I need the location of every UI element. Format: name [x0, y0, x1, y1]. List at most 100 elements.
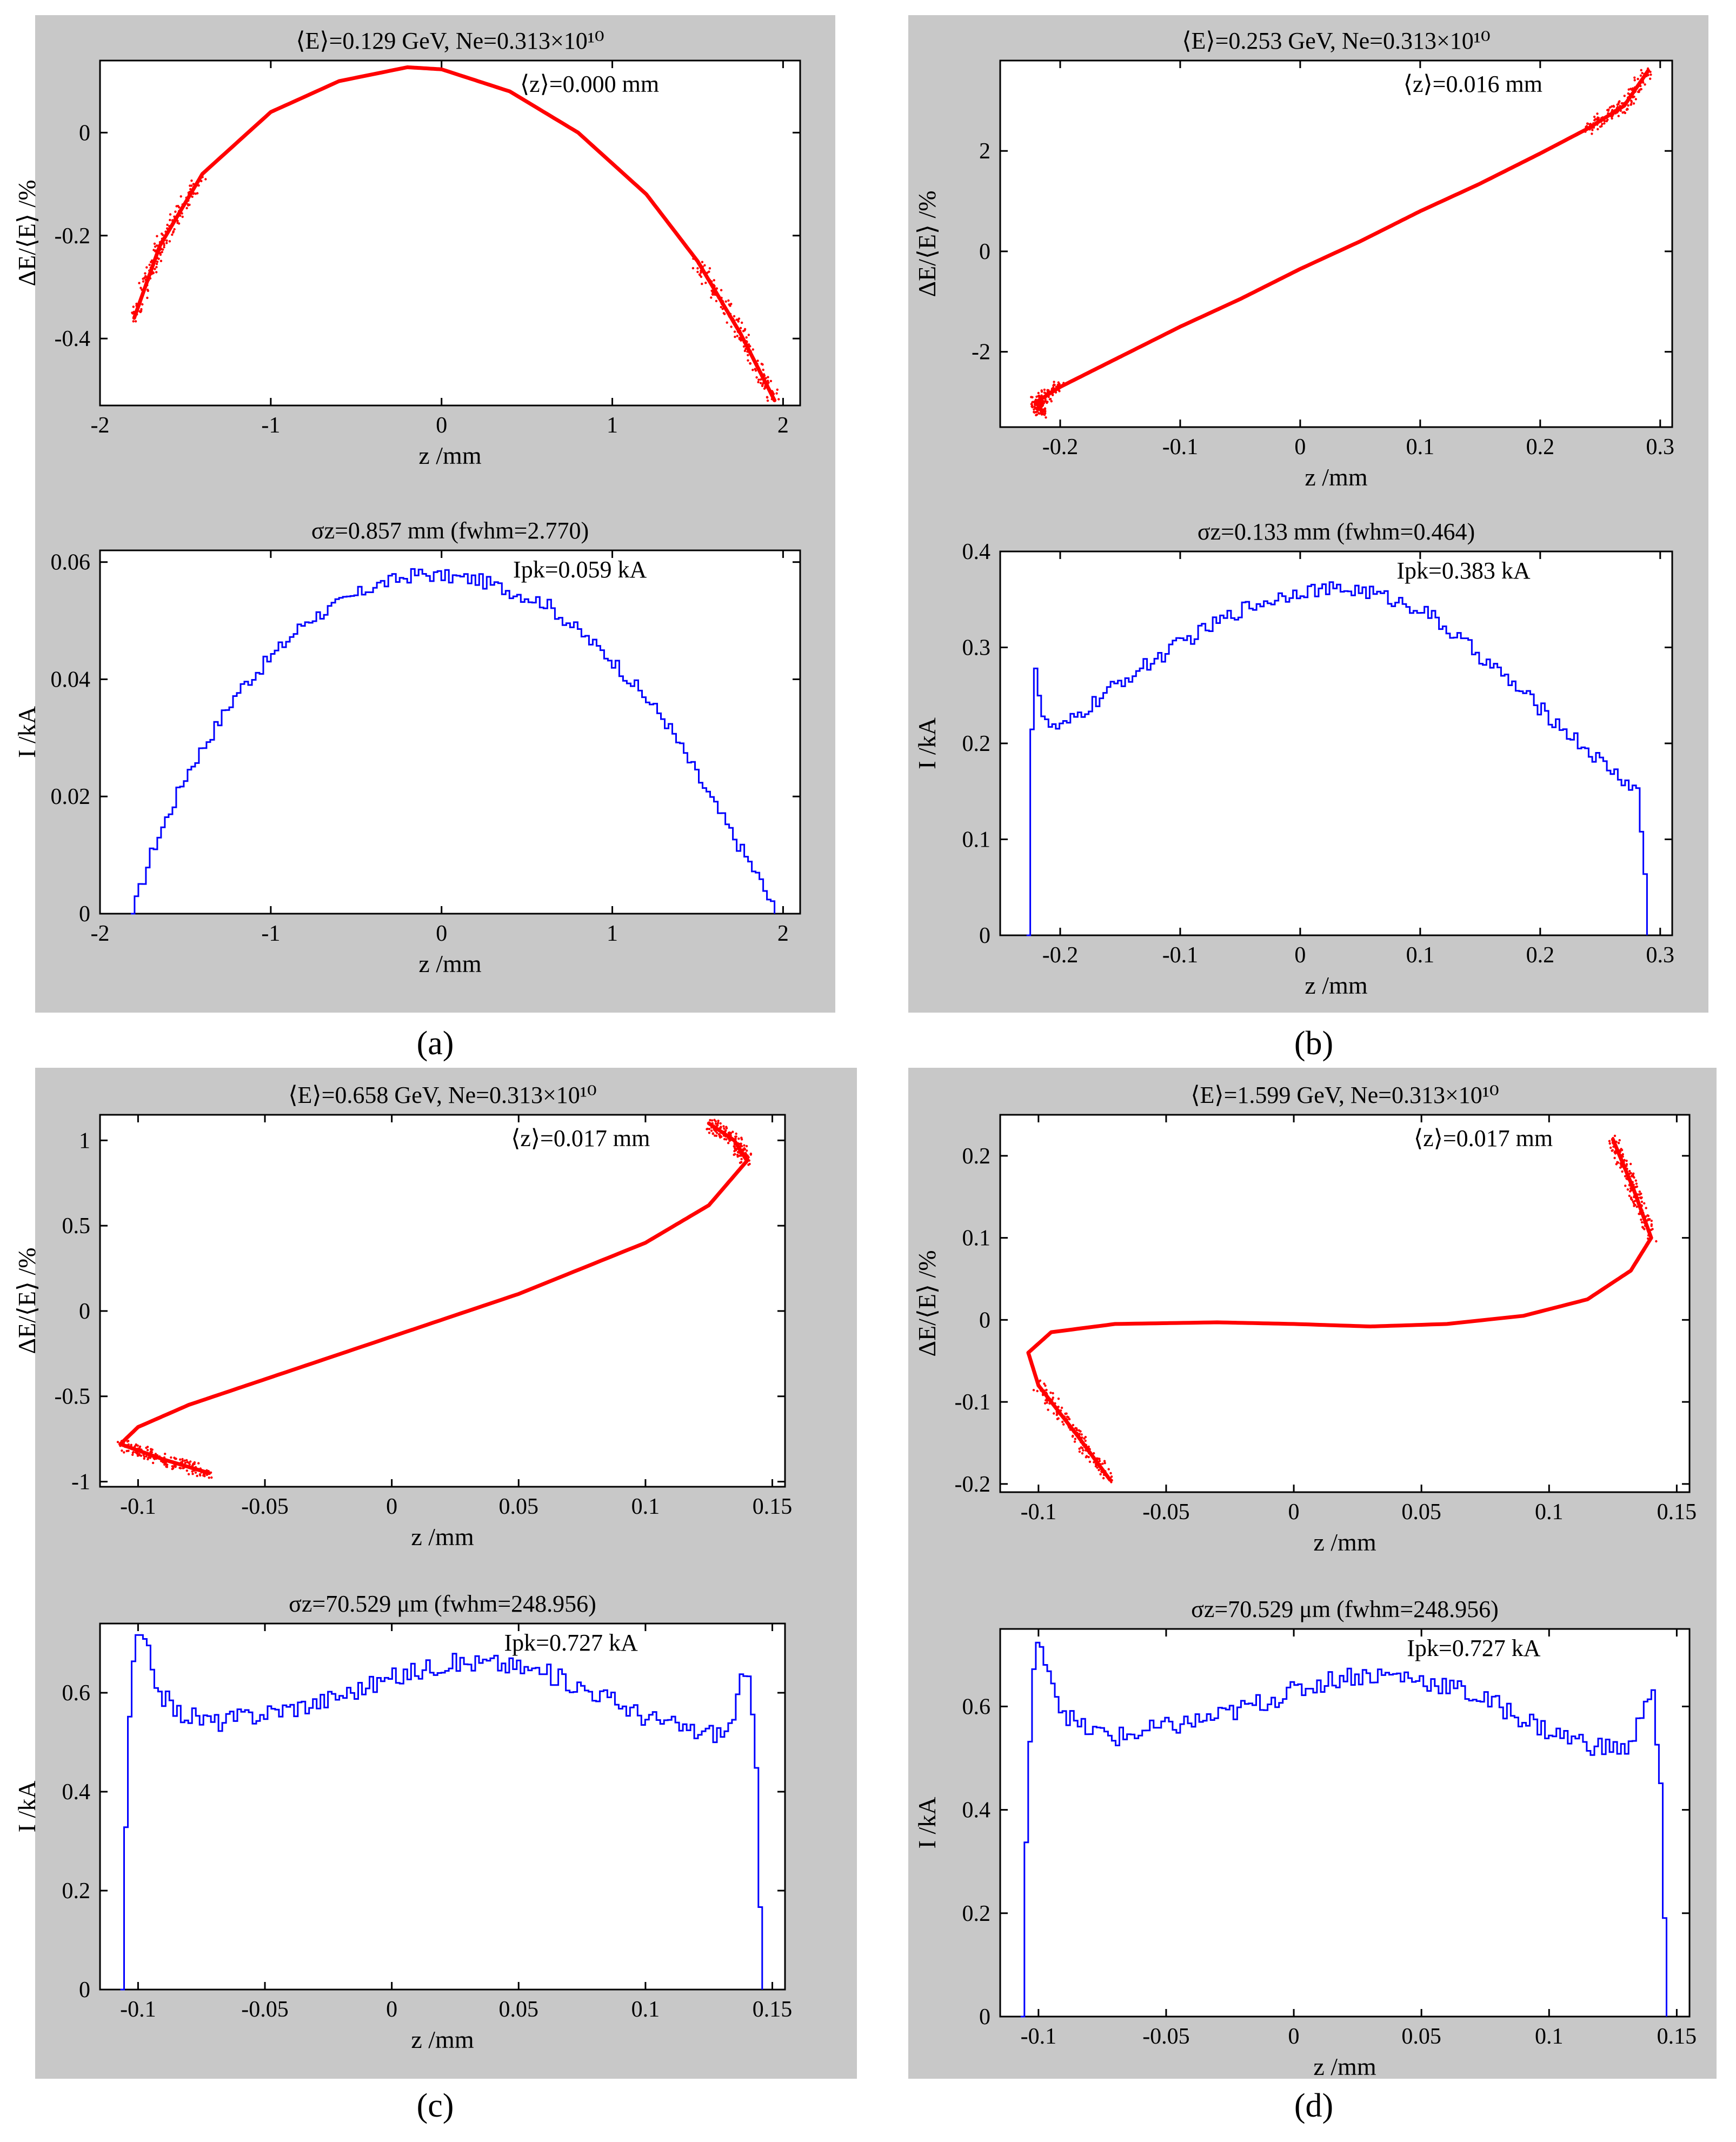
- phase-particle: [164, 1453, 167, 1455]
- phase-c-ytick-label: -0.5: [55, 1385, 91, 1409]
- phase-particle: [709, 1119, 711, 1122]
- phase-particle: [1060, 1406, 1063, 1409]
- phase-particle: [711, 293, 714, 296]
- phase-d-axes-frame: [999, 1114, 1691, 1493]
- phase-particle: [1620, 1164, 1622, 1167]
- phase-particle: [736, 330, 740, 333]
- phase-particle: [1606, 109, 1609, 111]
- phase-particle: [746, 350, 749, 353]
- phase-particle: [1592, 126, 1595, 129]
- phase-particle: [137, 1449, 140, 1452]
- phase-a-xtick-label: -1: [261, 413, 280, 438]
- phase-d-xtick-label: 0: [1288, 1500, 1300, 1525]
- phase-particle: [1639, 1193, 1641, 1196]
- phase-particle: [192, 192, 195, 195]
- phase-c-ytick-label: -1: [71, 1470, 90, 1495]
- phase-d-ytick-label: -0.2: [955, 1472, 991, 1497]
- phase-particle: [177, 204, 179, 208]
- phase-particle: [1597, 119, 1600, 122]
- phase-particle: [1031, 405, 1034, 409]
- phase-particle: [763, 387, 766, 390]
- phase-particle: [727, 1133, 730, 1136]
- phase-particle: [1087, 1455, 1090, 1459]
- phase-particle: [188, 190, 191, 194]
- phase-particle: [165, 242, 168, 244]
- caption-d: (d): [1294, 2087, 1333, 2124]
- phase-particle: [1045, 396, 1047, 399]
- phase-particle: [1041, 408, 1045, 411]
- current-d-histogram: [1020, 1641, 1667, 2018]
- phase-particle: [141, 288, 143, 291]
- phase-particle: [751, 358, 754, 361]
- phase-b-xtick-label: 0: [1294, 435, 1306, 460]
- phase-c-xtick-label: -0.1: [120, 1494, 156, 1519]
- phase-particle: [136, 313, 138, 316]
- phase-c-particle-band: [118, 1121, 749, 1475]
- phase-particle: [1062, 1423, 1065, 1426]
- phase-particle: [191, 1470, 194, 1473]
- phase-particle: [1650, 1219, 1653, 1222]
- phase-particle: [739, 329, 742, 332]
- phase-c-xtick-label: 0.15: [753, 1494, 793, 1519]
- phase-particle: [1085, 1446, 1087, 1448]
- current-d-xtick-label: -0.1: [1021, 2024, 1057, 2049]
- phase-particle: [188, 1463, 191, 1466]
- phase-particle: [139, 287, 142, 289]
- phase-particle: [1618, 1155, 1621, 1158]
- phase-particle: [1619, 105, 1622, 108]
- phase-particle: [717, 1133, 721, 1136]
- phase-plot-b: -0.2 -0.1 0 0.1 0.2 0.3 -2 0 2 ⟨E⟩=0.253 GeV, Ne=…: [913, 28, 1674, 491]
- phase-particle: [760, 362, 763, 365]
- phase-particle: [1625, 1159, 1628, 1162]
- phase-d-xtick-label: 0.15: [1657, 1500, 1697, 1525]
- phase-particle: [713, 1129, 716, 1132]
- phase-particle: [146, 284, 149, 287]
- phase-d-xtick-label: -0.05: [1142, 1500, 1190, 1525]
- caption-a: (a): [417, 1025, 454, 1062]
- phase-particle: [1633, 1196, 1635, 1199]
- phase-particle: [757, 381, 760, 383]
- phase-particle: [706, 1127, 709, 1130]
- phase-particle: [1584, 130, 1587, 133]
- phase-particle: [1043, 408, 1047, 410]
- phase-particle: [1047, 1408, 1049, 1411]
- phase-particle: [698, 273, 701, 276]
- panel-b: -0.2 -0.1 0 0.1 0.2 0.3 -2 0 2 ⟨E⟩=0.253 GeV, Ne=…: [908, 15, 1708, 1013]
- phase-particle: [696, 267, 699, 270]
- phase-particle: [740, 1142, 742, 1145]
- phase-particle: [734, 1153, 736, 1156]
- phase-particle: [719, 1127, 722, 1129]
- phase-particle: [154, 1453, 157, 1455]
- phase-plot-c: -0.1 -0.05 0 0.05 0.1 0.15 -1 -0.5 0 0.5 1 ⟨E⟩=0.65…: [13, 1082, 792, 1551]
- current-a-peak-current: Ipk=0.059 kA: [513, 556, 647, 583]
- phase-particle: [1646, 67, 1649, 70]
- phase-particle: [135, 1448, 138, 1451]
- phase-particle: [1067, 1425, 1070, 1427]
- phase-particle: [155, 271, 158, 274]
- phase-particle: [724, 300, 727, 303]
- phase-particle: [136, 1454, 139, 1457]
- phase-a-particles: [131, 175, 780, 402]
- phase-particle: [1099, 1463, 1102, 1466]
- phase-particle: [733, 330, 736, 333]
- current-c-title: σz=70.529 μm (fwhm=248.956): [289, 1591, 596, 1617]
- phase-particle: [1609, 1146, 1612, 1149]
- phase-particle: [1641, 79, 1644, 82]
- phase-particle: [143, 1455, 146, 1458]
- phase-particle: [1627, 97, 1629, 100]
- phase-particle: [1087, 1447, 1090, 1450]
- phase-particle: [122, 1444, 124, 1447]
- current-b-xtick-label: 0.2: [1526, 943, 1555, 968]
- phase-particle: [163, 1456, 166, 1459]
- phase-particle: [737, 1148, 740, 1150]
- phase-particle: [741, 321, 743, 324]
- phase-particle: [187, 1473, 190, 1475]
- current-c-peak-current: Ipk=0.727 kA: [504, 1629, 638, 1656]
- phase-particle: [1058, 1411, 1061, 1414]
- phase-particle: [1600, 120, 1602, 123]
- phase-particle: [134, 320, 137, 323]
- phase-particle: [162, 242, 165, 245]
- phase-particle: [135, 302, 138, 305]
- phase-particle: [139, 301, 142, 304]
- current-b-ytick-label: 0.1: [962, 828, 991, 853]
